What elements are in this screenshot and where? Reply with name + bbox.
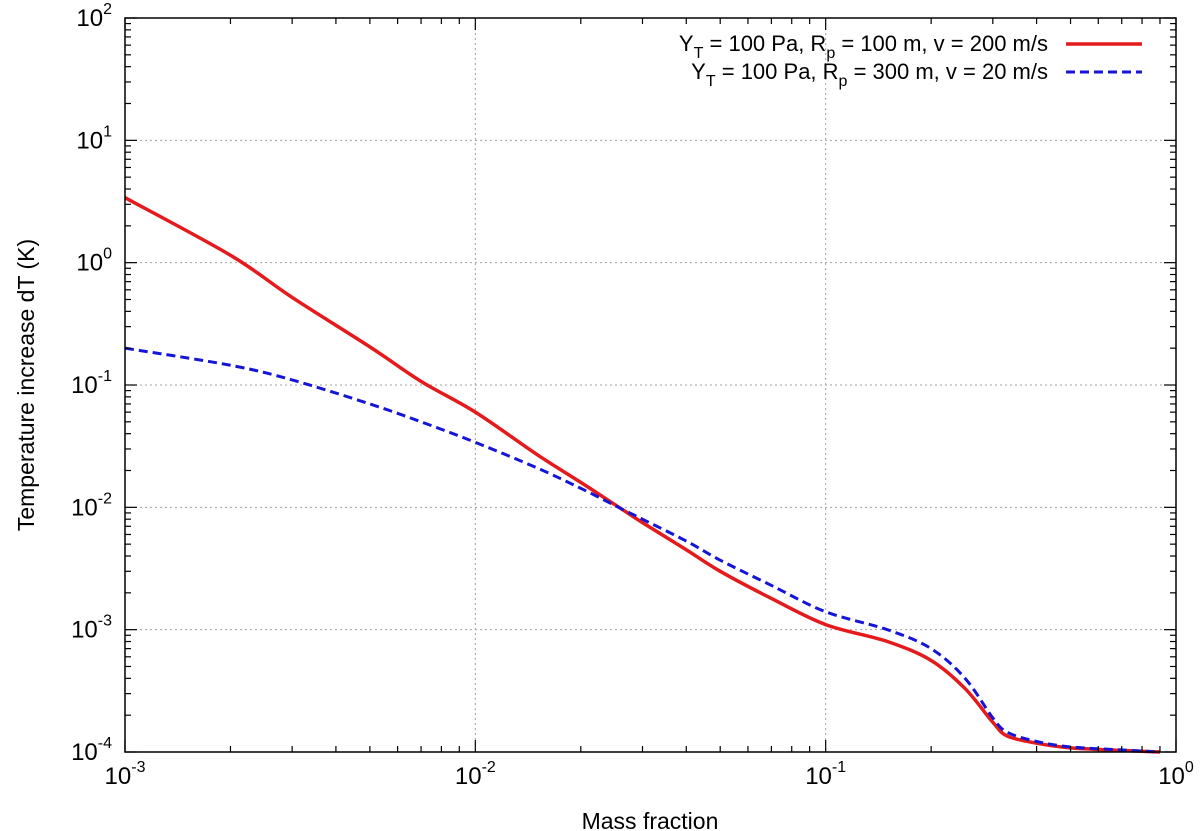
y-tick-exponent: -3 (98, 613, 112, 630)
x-axis-label: Mass fraction (582, 808, 719, 831)
y-tick-exponent: -2 (98, 490, 112, 507)
series-line-2 (124, 346, 1161, 754)
series-lines (124, 196, 1161, 754)
legend-subscript: T (706, 73, 716, 90)
axis-ticks (124, 17, 1177, 753)
x-tick-exponent: 0 (1185, 759, 1194, 776)
y-tick-base: 10 (71, 372, 98, 399)
y-tick-label: 10-4 (71, 735, 112, 766)
y-tick-exponent: -1 (98, 368, 112, 385)
y-tick-exponent: -4 (98, 735, 112, 752)
x-tick-label: 100 (1158, 759, 1194, 790)
x-tick-label: 10-2 (455, 759, 496, 790)
y-tick-exponent: 2 (103, 1, 112, 18)
y-tick-label: 100 (76, 246, 112, 277)
y-tick-base: 10 (71, 617, 98, 644)
legend-subscript: T (694, 45, 704, 62)
legend-label-1: YT = 100 Pa, Rp = 100 m, v = 200 m/s (679, 31, 1048, 62)
x-tick-label: 10-1 (805, 759, 846, 790)
legend: YT = 100 Pa, Rp = 100 m, v = 200 m/sYT =… (679, 31, 1142, 90)
grid-lines (125, 18, 1176, 752)
legend-subscript: p (826, 45, 835, 62)
legend-text-part: = 100 m, v = 200 m/s (835, 31, 1048, 56)
y-tick-label: 10-3 (71, 613, 112, 644)
y-tick-label: 10-1 (71, 368, 112, 399)
legend-text-part: = 300 m, v = 20 m/s (847, 59, 1048, 84)
x-tick-label: 10-3 (105, 759, 146, 790)
y-tick-label: 10-2 (71, 490, 112, 521)
x-tick-base: 10 (1158, 763, 1185, 790)
legend-text-part: Y (691, 59, 706, 84)
x-tick-base: 10 (805, 763, 832, 790)
legend-subscript: p (839, 73, 848, 90)
legend-text-part: = 100 Pa, R (716, 59, 839, 84)
y-tick-base: 10 (76, 127, 103, 154)
y-tick-base: 10 (76, 250, 103, 277)
y-tick-exponent: 1 (103, 123, 112, 140)
x-tick-exponent: -1 (832, 759, 846, 776)
y-tick-base: 10 (76, 5, 103, 32)
legend-text-part: = 100 Pa, R (703, 31, 826, 56)
y-tick-label: 101 (76, 123, 112, 154)
x-tick-labels: 10-3 10-2 10-1 100 (105, 759, 1194, 790)
y-tick-exponent: 0 (103, 246, 112, 263)
y-tick-base: 10 (71, 739, 98, 766)
x-tick-exponent: -2 (482, 759, 496, 776)
y-tick-base: 10 (71, 494, 98, 521)
x-tick-base: 10 (455, 763, 482, 790)
y-tick-label: 102 (76, 1, 112, 32)
legend-text-part: Y (679, 31, 694, 56)
legend-label-2: YT = 100 Pa, Rp = 300 m, v = 20 m/s (691, 59, 1048, 90)
x-tick-exponent: -3 (131, 759, 145, 776)
x-tick-base: 10 (105, 763, 132, 790)
y-axis-label: Temperature increase dT (K) (13, 239, 39, 531)
series-line-1 (124, 196, 1161, 754)
